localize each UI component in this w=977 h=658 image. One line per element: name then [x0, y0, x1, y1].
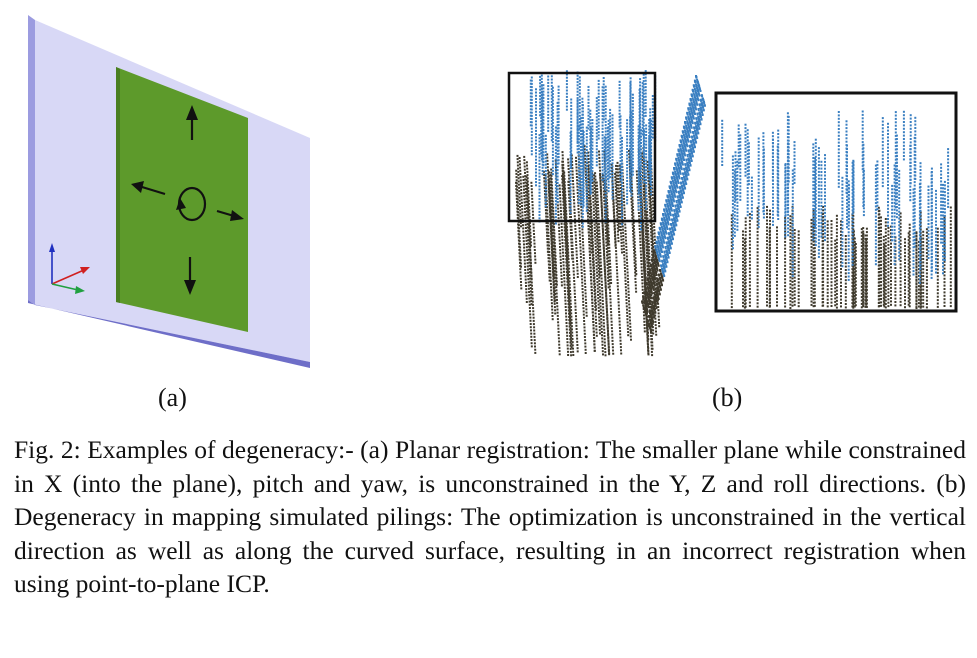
point-cloud-view: [507, 70, 958, 357]
planar-registration-illustration: [28, 15, 310, 368]
zoomed-inset-point-cloud: [721, 110, 952, 309]
subfigure-b-label: (b): [712, 383, 743, 412]
subfigure-a-label: (a): [158, 383, 187, 412]
figure-caption: Fig. 2: Examples of degeneracy:- (a) Pla…: [14, 435, 966, 598]
main-point-cloud: [515, 70, 706, 357]
zoom-region-box: [507, 71, 657, 223]
large-plane-side: [28, 15, 35, 305]
small-plane: [116, 67, 248, 332]
motion-arrows: [131, 105, 244, 295]
arrow-left-icon: [141, 185, 166, 196]
axis-triad-icon: [49, 243, 90, 294]
subfigure-a-planar-registration: [20, 10, 320, 375]
subfigure-b-piling-registration: [495, 55, 965, 375]
small-plane-side: [116, 67, 120, 303]
large-plane-bottom-edge: [28, 300, 310, 368]
